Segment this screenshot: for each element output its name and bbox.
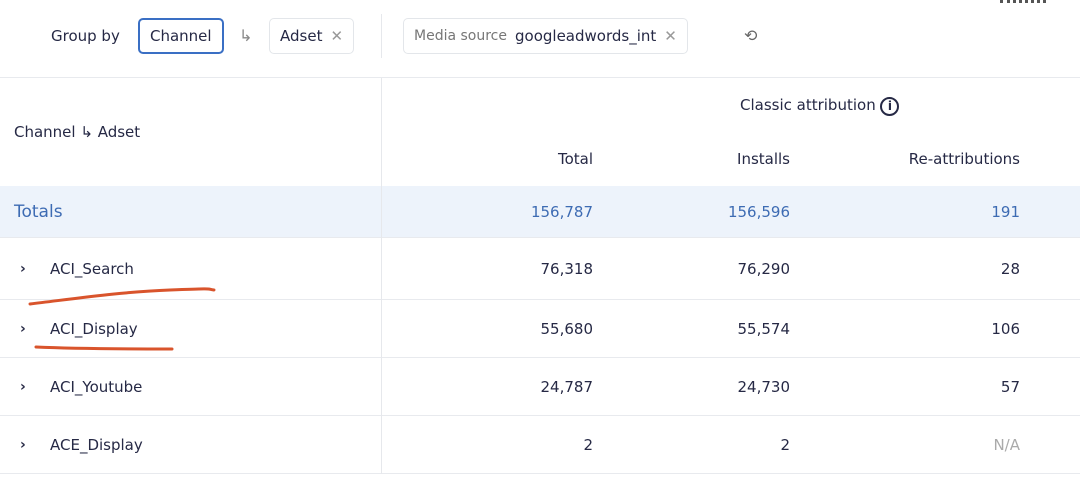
cell: 76,290 [737,259,791,278]
expand-chevron-icon[interactable]: › [20,378,26,395]
info-icon[interactable]: i [880,97,900,116]
close-icon[interactable]: ✕ [664,27,677,45]
cell: 156,787 [530,202,593,221]
table-header: Channel ↳ Adset Classic attribution i To… [0,78,1080,186]
cell: 24,787 [540,377,594,396]
close-icon[interactable]: ✕ [330,27,344,45]
row-name: ACI_Search [50,259,134,278]
expand-chevron-icon[interactable]: › [20,260,26,277]
totals-row: Totals 156,787 156,596 191 [0,186,1080,238]
filter-chip-media-source[interactable]: Media source googleadwords_int ✕ [403,18,688,54]
cell: 76,318 [540,259,594,278]
group-chip-adset[interactable]: Adset ✕ [269,18,355,54]
group-chip-channel[interactable]: Channel [138,18,224,54]
column-header-re-attributions[interactable]: Re-attributions [908,150,1020,168]
table-row[interactable]: › ACI_Search 76,318 76,290 28 [0,238,1080,300]
filter-value: googleadwords_int [515,27,657,45]
cell: N/A [993,435,1020,454]
history-icon[interactable]: ⟲ [744,26,758,45]
cell: 2 [583,435,593,454]
group-title: Classic attribution i [740,96,900,116]
toolbar: Group by Channel ↳ Adset ✕ Media source go… [0,0,1080,78]
column-header-installs[interactable]: Installs [737,150,790,168]
annotation-underline [28,287,216,306]
divider [381,14,382,58]
table-row[interactable]: › ACI_Youtube 24,787 24,730 57 [0,358,1080,416]
table-row[interactable]: › ACI_Display 55,680 55,574 106 [0,300,1080,358]
chip-label: Adset [280,27,323,45]
annotation-underline [34,345,174,351]
cell: 156,596 [727,202,790,221]
table-row[interactable]: › ACE_Display 2 2 N/A [0,416,1080,474]
cell: 2 [780,435,790,454]
cell: 106 [991,319,1020,338]
cell: 57 [1000,377,1020,396]
row-name: ACI_Youtube [50,377,143,396]
row-name: ACI_Display [50,319,138,338]
cell: 28 [1000,259,1020,278]
row-name: ACE_Display [50,435,143,454]
cell: 55,574 [737,319,791,338]
more-icon[interactable] [1000,0,1046,3]
column-header-total[interactable]: Total [557,150,593,168]
group-by-label: Group by [51,27,120,45]
filter-label: Media source [414,28,507,44]
cell: 191 [991,202,1020,221]
chip-label: Channel [150,27,212,45]
expand-chevron-icon[interactable]: › [20,436,26,453]
expand-chevron-icon[interactable]: › [20,320,26,337]
subgroup-arrow-icon: ↳ [239,26,253,45]
cell: 24,730 [737,377,791,396]
row-dimension-label: Channel ↳ Adset [14,123,141,141]
column-divider [381,78,382,474]
cell: 55,680 [540,319,594,338]
totals-label: Totals [14,201,63,222]
